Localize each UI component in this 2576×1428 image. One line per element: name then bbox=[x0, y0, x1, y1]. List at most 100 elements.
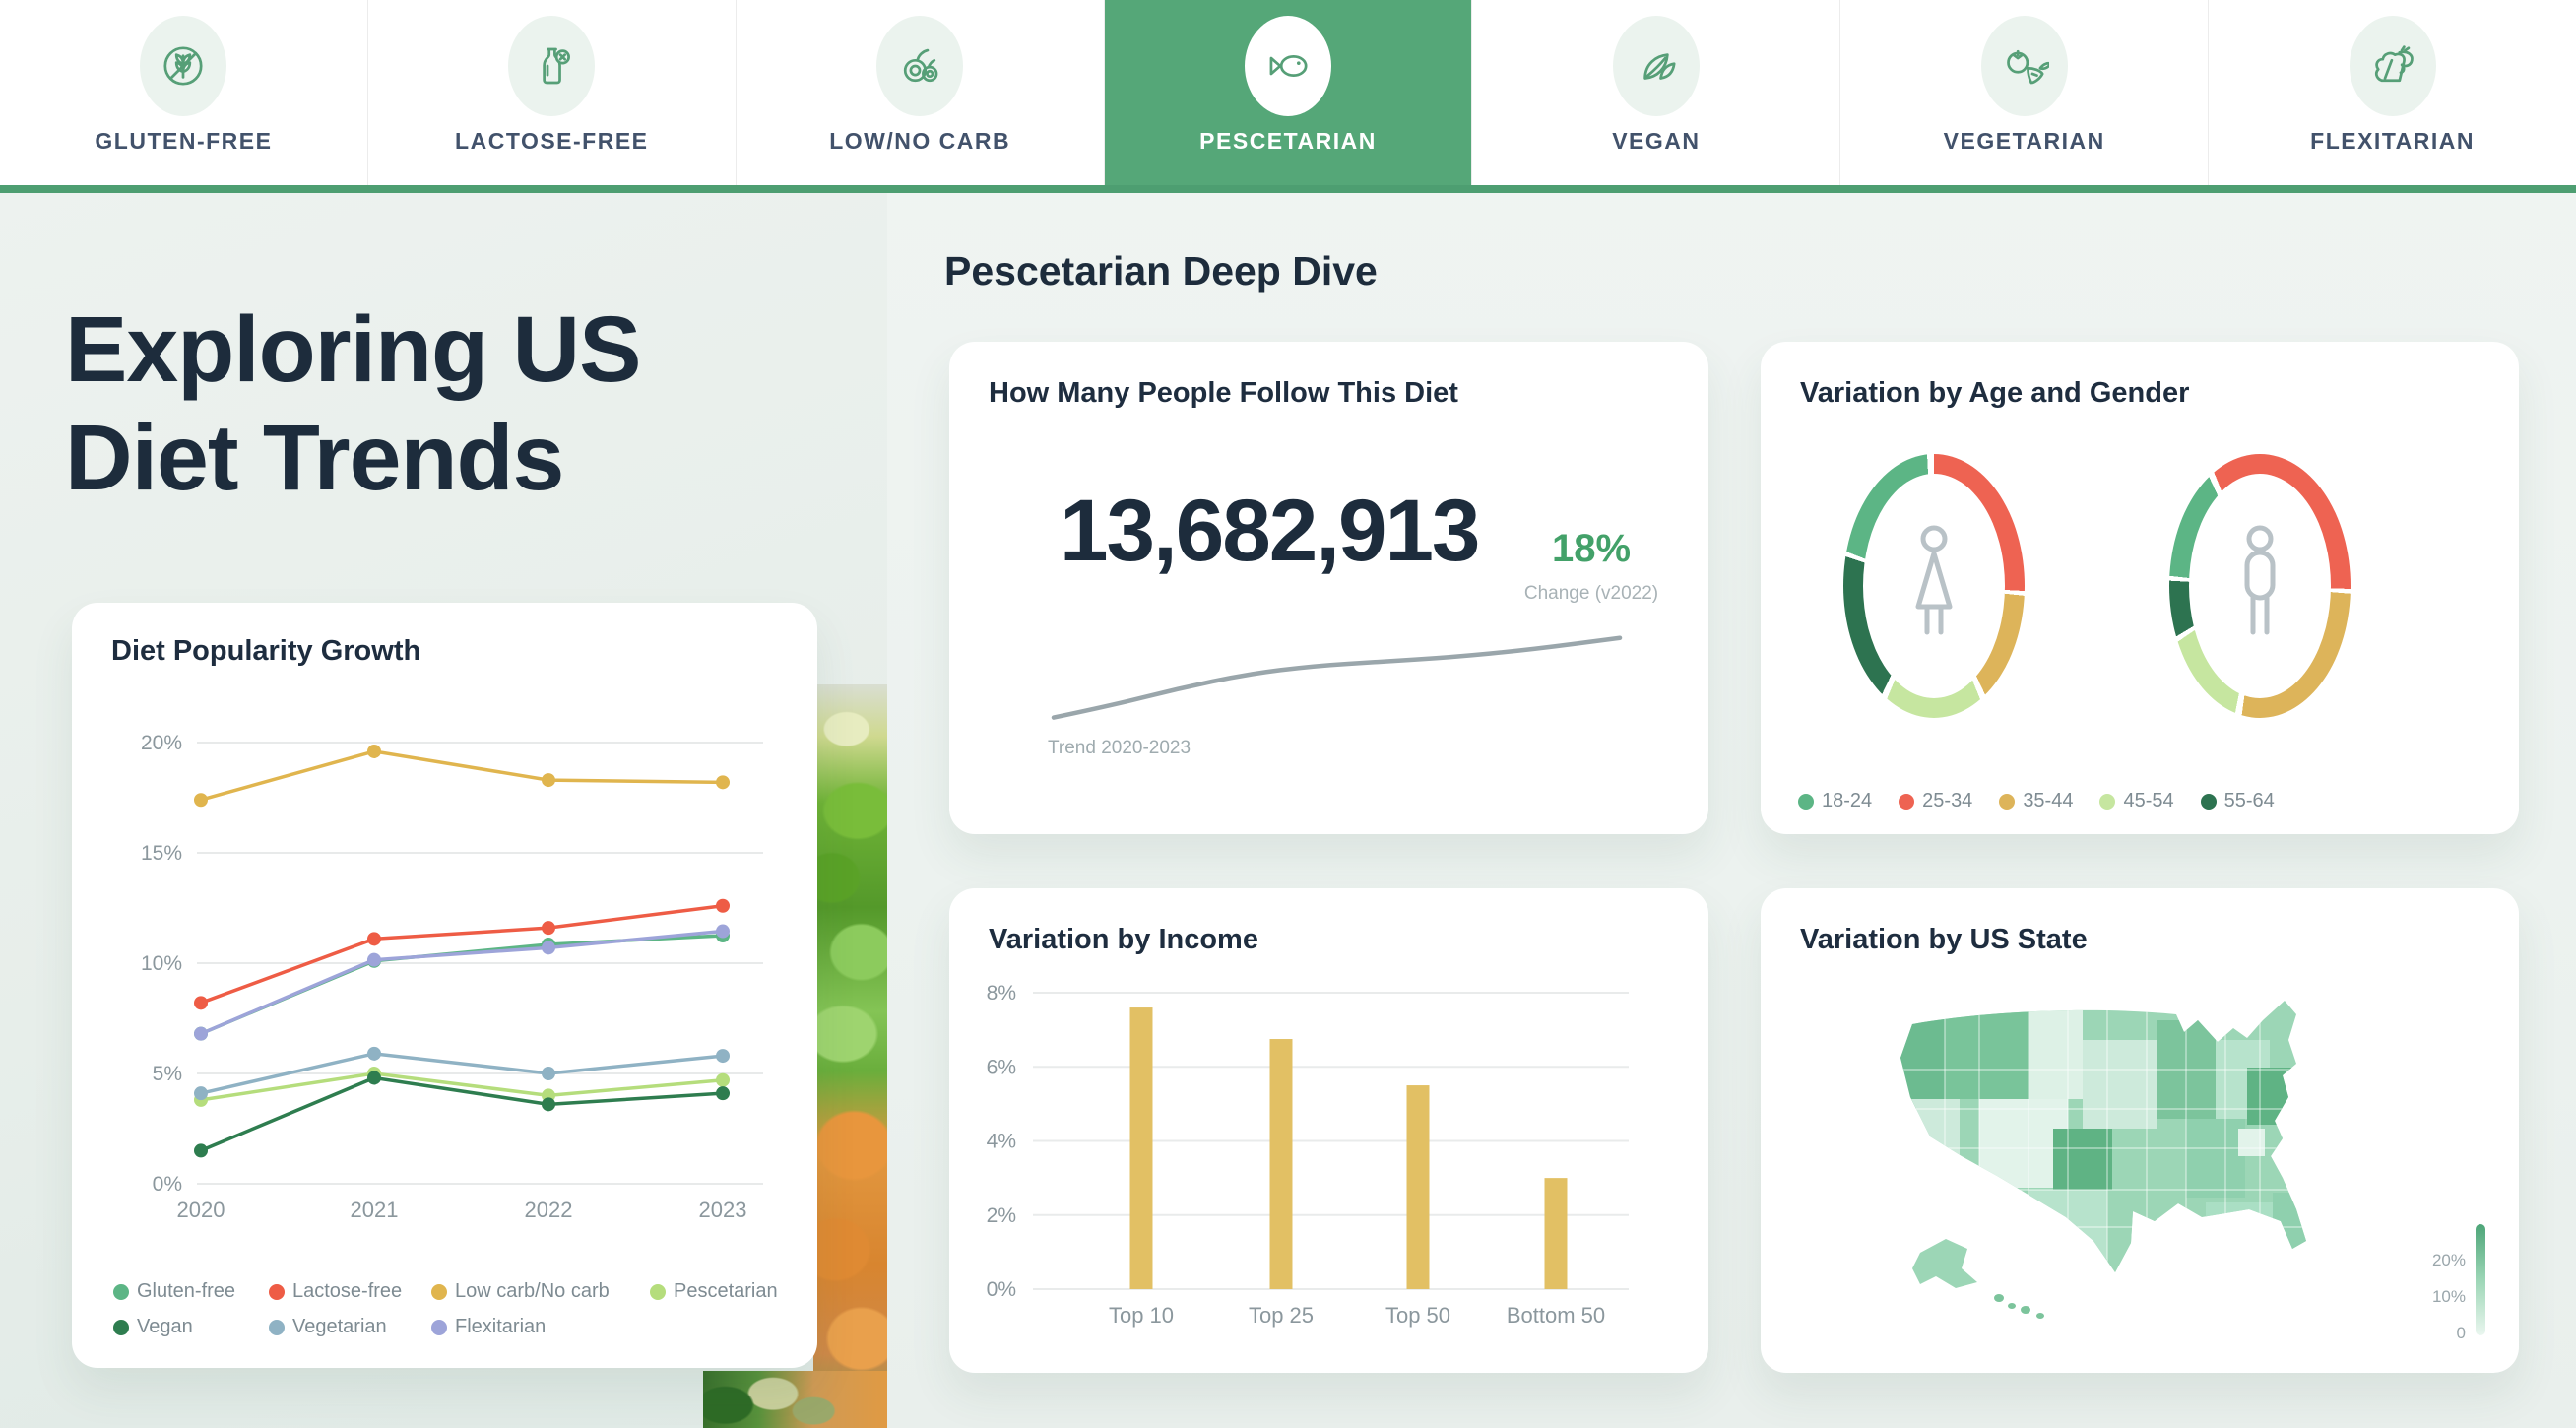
income-card: Variation by Income 0% 2% 4% 6% 8% Top 10 Top … bbox=[949, 888, 1708, 1373]
tab-label: LACTOSE-FREE bbox=[455, 128, 649, 154]
legend-item: 35-44 bbox=[1999, 790, 2073, 812]
tab-label: FLEXITARIAN bbox=[2310, 128, 2475, 154]
legend-label: 45-54 bbox=[2123, 790, 2174, 811]
legend-label: 25-34 bbox=[1922, 790, 1973, 811]
male-donut-hole bbox=[2189, 474, 2331, 698]
state-card: Variation by US State bbox=[1761, 888, 2519, 1373]
svg-text:20%: 20% bbox=[141, 732, 182, 754]
female-donut-hole bbox=[1863, 474, 2005, 698]
legend-dot-icon bbox=[2200, 793, 2217, 810]
tab-pescetarian[interactable]: PESCETARIAN bbox=[1103, 0, 1472, 185]
svg-text:2%: 2% bbox=[987, 1204, 1016, 1227]
male-donut-chart bbox=[2169, 454, 2351, 718]
scale-label-0: 0 bbox=[2456, 1324, 2466, 1342]
diet-popularity-legend: Gluten-free Lactose-free Low carb/No carb P… bbox=[113, 1280, 783, 1338]
legend-dot-icon bbox=[650, 1283, 666, 1300]
legend-item: Vegetarian bbox=[269, 1316, 431, 1338]
followers-trend-sparkline bbox=[1051, 635, 1623, 720]
legend-item: 18-24 bbox=[1798, 790, 1872, 812]
svg-text:2023: 2023 bbox=[699, 1198, 747, 1222]
legend-label: Flexitarian bbox=[455, 1316, 547, 1337]
tab-lactose-free[interactable]: LACTOSE-FREE bbox=[366, 0, 736, 185]
tomato-carrot-icon bbox=[1980, 16, 2068, 116]
leaves-icon bbox=[1612, 16, 1700, 116]
svg-text:8%: 8% bbox=[987, 982, 1016, 1005]
milk-bottle-crossed-icon bbox=[508, 16, 596, 116]
legend-item: 25-34 bbox=[1899, 790, 1972, 812]
legend-item: Flexitarian bbox=[431, 1316, 650, 1338]
followers-count: 13,682,913 bbox=[1060, 481, 1480, 579]
svg-text:Top 25: Top 25 bbox=[1249, 1303, 1314, 1328]
followers-card: How Many People Follow This Diet 13,682,… bbox=[949, 342, 1708, 834]
svg-text:2020: 2020 bbox=[177, 1198, 225, 1222]
leaf-shrimp-icon bbox=[2349, 16, 2436, 116]
tab-label: VEGAN bbox=[1612, 128, 1701, 154]
diet-popularity-line-chart: 0% 5% 10% 15% 20% 2020 2021 2022 2023 bbox=[141, 732, 763, 1222]
legend-item: Pescetarian bbox=[650, 1280, 783, 1303]
legend-item: Gluten-free bbox=[113, 1280, 269, 1303]
legend-label: Vegetarian bbox=[292, 1316, 387, 1337]
legend-dot-icon bbox=[1798, 793, 1814, 810]
legend-dot-icon bbox=[431, 1283, 447, 1300]
legend-label: 35-44 bbox=[2023, 790, 2074, 811]
legend-dot-icon bbox=[1899, 793, 1915, 810]
age-legend: 18-24 25-34 35-44 45-54 55-64 bbox=[1798, 790, 2275, 812]
tab-low-no-carb[interactable]: LOW/NO CARB bbox=[735, 0, 1104, 185]
legend-dot-icon bbox=[431, 1319, 447, 1335]
tab-vegetarian[interactable]: VEGETARIAN bbox=[1839, 0, 2208, 185]
legend-dot-icon bbox=[113, 1283, 129, 1300]
scale-label-10: 10% bbox=[2431, 1287, 2466, 1306]
legend-label: 18-24 bbox=[1822, 790, 1873, 811]
female-icon bbox=[1915, 525, 1953, 635]
legend-item: Low carb/No carb bbox=[431, 1280, 650, 1303]
card-title: Variation by Age and Gender bbox=[1800, 377, 2190, 409]
trend-caption: Trend 2020-2023 bbox=[1048, 738, 1191, 758]
svg-text:0%: 0% bbox=[153, 1173, 182, 1196]
svg-text:0%: 0% bbox=[987, 1278, 1016, 1301]
tab-label: VEGETARIAN bbox=[1943, 128, 2105, 154]
card-title: Diet Popularity Growth bbox=[111, 635, 421, 667]
food-photo bbox=[813, 684, 887, 1428]
tab-gluten-free[interactable]: GLUTEN-FREE bbox=[0, 0, 367, 185]
legend-label: Gluten-free bbox=[137, 1280, 236, 1302]
legend-item: Vegan bbox=[113, 1316, 269, 1338]
diet-tabs-nav: GLUTEN-FREE LACTOSE-FREE LOW/NO CARB PES… bbox=[0, 0, 2576, 185]
tab-label: PESCETARIAN bbox=[1199, 128, 1377, 154]
diet-popularity-card: Diet Popularity Growth 0% 5% 10% 15% 20% 2020… bbox=[72, 603, 817, 1368]
legend-label: Lactose-free bbox=[292, 1280, 403, 1302]
svg-text:Bottom 50: Bottom 50 bbox=[1507, 1303, 1605, 1328]
section-heading: Pescetarian Deep Dive bbox=[944, 248, 1378, 293]
legend-dot-icon bbox=[269, 1319, 285, 1335]
legend-dot-icon bbox=[113, 1319, 129, 1335]
change-percent: 18% bbox=[1551, 527, 1632, 570]
page-title: Exploring US Diet Trends bbox=[65, 297, 641, 511]
change-caption: Change (v2022) bbox=[1523, 583, 1659, 604]
alaska-shape bbox=[1912, 1239, 1977, 1288]
map-scale-labels: 20% 10% 0 bbox=[2351, 1251, 2466, 1360]
svg-text:Top 50: Top 50 bbox=[1385, 1303, 1450, 1328]
map-color-scale bbox=[2476, 1224, 2485, 1335]
income-bar-chart: 0% 2% 4% 6% 8% Top 10 Top 25 Top 50 Bottom 50 bbox=[987, 982, 1629, 1328]
tab-vegan[interactable]: VEGAN bbox=[1471, 0, 1839, 185]
legend-dot-icon bbox=[269, 1283, 285, 1300]
svg-text:5%: 5% bbox=[153, 1063, 182, 1085]
tab-label: LOW/NO CARB bbox=[829, 128, 1011, 154]
svg-text:2022: 2022 bbox=[525, 1198, 573, 1222]
svg-text:Top 10: Top 10 bbox=[1109, 1303, 1174, 1328]
legend-label: Vegan bbox=[137, 1316, 193, 1337]
legend-item: 55-64 bbox=[2200, 790, 2275, 812]
legend-item: Lactose-free bbox=[269, 1280, 431, 1303]
age-gender-card: Variation by Age and Gender 18-24 25-34 35… bbox=[1761, 342, 2519, 834]
wheat-crossed-icon bbox=[140, 16, 227, 116]
scale-label-20: 20% bbox=[2431, 1251, 2466, 1269]
change-block: 18% Change (v2022) bbox=[1513, 527, 1670, 605]
tab-flexitarian[interactable]: FLEXITARIAN bbox=[2208, 0, 2576, 185]
female-donut-chart bbox=[1843, 454, 2025, 718]
card-title: Variation by US State bbox=[1800, 924, 2088, 955]
legend-dot-icon bbox=[2099, 793, 2116, 810]
tab-label: GLUTEN-FREE bbox=[95, 128, 273, 154]
male-icon bbox=[2244, 525, 2276, 635]
legend-label: 55-64 bbox=[2223, 790, 2275, 811]
svg-text:6%: 6% bbox=[987, 1056, 1016, 1078]
